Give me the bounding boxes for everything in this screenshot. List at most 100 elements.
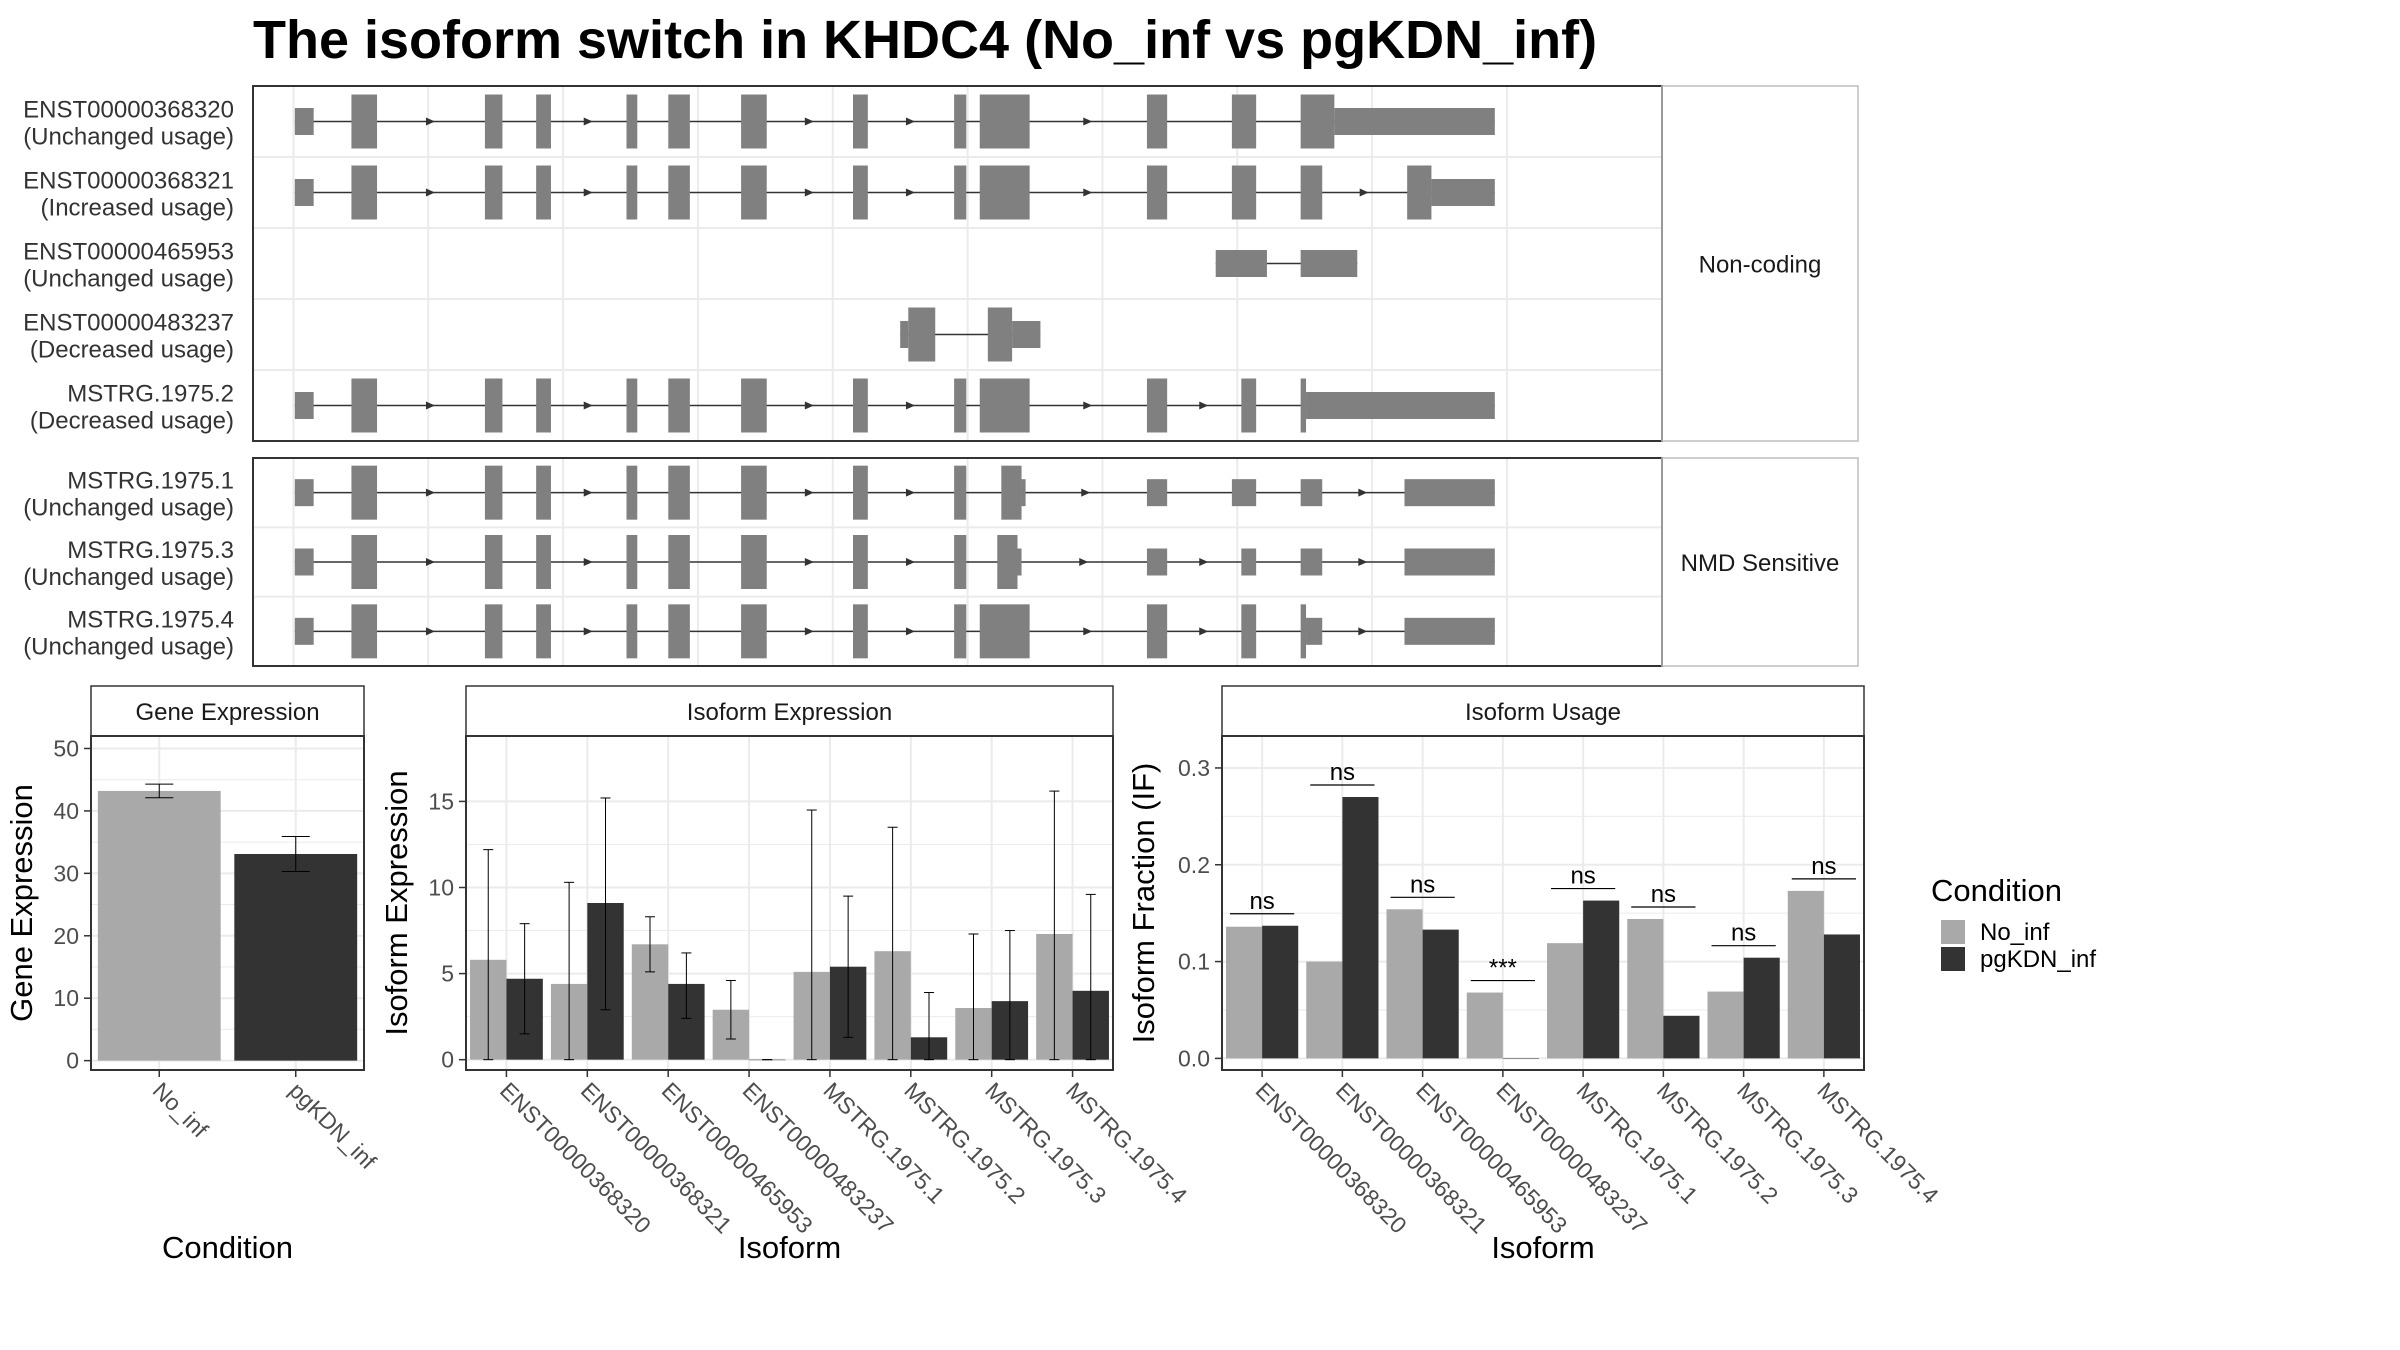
- exon-block: [668, 378, 690, 433]
- transcript-track: [294, 465, 1495, 520]
- significance-label: ns: [1811, 853, 1836, 880]
- x-axis-title: Isoform: [1491, 1230, 1594, 1265]
- x-tick-label: ENST00000368320: [1251, 1077, 1412, 1238]
- bar: [1306, 961, 1343, 1059]
- y-tick-label: 0.3: [1178, 755, 1210, 781]
- intron-arrow: [1358, 627, 1368, 636]
- exon-block: [668, 165, 690, 220]
- facet-label: Isoform Usage: [1465, 699, 1621, 726]
- transcript-name: ENST00000465953: [23, 239, 234, 266]
- intron-arrow: [1083, 188, 1093, 197]
- exon-block: [294, 179, 314, 206]
- intron-arrow: [583, 488, 593, 497]
- exon-block: [1241, 378, 1257, 433]
- exon-block: [741, 165, 767, 220]
- bar: [1583, 900, 1620, 1059]
- exon-block: [484, 378, 503, 433]
- exon-block: [1306, 392, 1495, 419]
- transcript-track: [1215, 250, 1358, 277]
- intron-arrow: [905, 117, 915, 126]
- legend-swatch: [1941, 947, 1965, 971]
- x-axis-title: Isoform: [738, 1230, 841, 1265]
- exon-block: [853, 378, 868, 433]
- transcript-usage: (Unchanged usage): [23, 564, 234, 591]
- exon-block: [1404, 617, 1495, 645]
- y-tick-label: 0: [66, 1048, 79, 1074]
- x-axis-title: Condition: [162, 1230, 293, 1265]
- transcript-track: [294, 535, 1495, 589]
- exon-block: [1241, 548, 1257, 576]
- intron-arrow: [425, 558, 435, 566]
- transcript-usage: (Unchanged usage): [23, 266, 234, 293]
- significance-label: ns: [1410, 871, 1435, 898]
- intron-arrow: [1199, 401, 1209, 410]
- intron-arrow: [1199, 558, 1209, 566]
- exon-block: [351, 465, 378, 520]
- transcript-usage: (Decreased usage): [30, 408, 234, 435]
- bar: [1342, 796, 1379, 1059]
- figure-layer: ENST00000368320(Unchanged usage)ENST0000…: [4, 85, 2096, 1265]
- exon-block: [536, 465, 551, 520]
- bar: [1823, 934, 1860, 1059]
- exon-block: [900, 321, 909, 348]
- facet-strip: [90, 685, 365, 737]
- exon-block: [536, 378, 551, 433]
- intron-arrow: [425, 488, 435, 497]
- exon-block: [626, 94, 638, 149]
- intron-arrow: [804, 401, 814, 410]
- bar: [1262, 925, 1299, 1059]
- exon-block: [1300, 479, 1323, 507]
- exon-block: [741, 604, 767, 659]
- exon-block: [1146, 479, 1168, 507]
- y-tick-label: 0.2: [1178, 852, 1210, 878]
- y-tick-label: 10: [428, 875, 454, 901]
- bar: [1663, 1015, 1700, 1059]
- intron-arrow: [905, 401, 915, 410]
- exon-block: [1300, 548, 1323, 576]
- intron-arrow: [1359, 188, 1369, 197]
- significance-label: ***: [1489, 955, 1517, 982]
- y-axis-title: Isoform Fraction (IF): [1126, 763, 1161, 1044]
- exon-block: [484, 165, 503, 220]
- exon-block: [1300, 604, 1307, 659]
- significance-label: ns: [1330, 759, 1355, 786]
- exon-block: [484, 465, 503, 520]
- facet-label: Non-coding: [1699, 252, 1822, 279]
- exon-block: [1146, 548, 1168, 576]
- panel-frame: [465, 735, 1114, 1071]
- bar: [1466, 992, 1503, 1059]
- transcript-usage: (Unchanged usage): [23, 124, 234, 151]
- x-tick-label: No_inf: [148, 1077, 214, 1143]
- exon-block: [626, 378, 638, 433]
- y-tick-label: 5: [441, 961, 454, 987]
- exon-block: [294, 392, 314, 419]
- intron-arrow: [905, 627, 915, 636]
- exon-block: [484, 604, 503, 659]
- exon-block: [979, 378, 1030, 433]
- x-tick-label: ENST00000483237: [1491, 1077, 1652, 1238]
- legend-label: pgKDN_inf: [1980, 946, 2096, 973]
- exon-block: [979, 165, 1030, 220]
- transcript-track: [294, 604, 1495, 659]
- exon-block: [1017, 548, 1022, 576]
- bar: [234, 853, 358, 1061]
- y-tick-label: 20: [53, 923, 79, 949]
- bar: [1627, 918, 1664, 1059]
- transcript-usage: (Unchanged usage): [23, 633, 234, 660]
- exon-block: [626, 604, 638, 659]
- transcript-name: ENST00000483237: [23, 310, 234, 337]
- exon-block: [1231, 165, 1257, 220]
- y-axis-title: Gene Expression: [4, 784, 39, 1022]
- exon-block: [853, 94, 868, 149]
- exon-block: [979, 604, 1030, 659]
- exon-block: [1306, 617, 1323, 645]
- exon-block: [1012, 321, 1041, 348]
- exon-block: [294, 548, 314, 576]
- exon-block: [668, 535, 690, 589]
- significance-label: ns: [1651, 881, 1676, 908]
- legend-title: Condition: [1931, 873, 2062, 908]
- bar: [97, 790, 221, 1061]
- bar: [1422, 929, 1459, 1059]
- panel-frame: [90, 735, 365, 1071]
